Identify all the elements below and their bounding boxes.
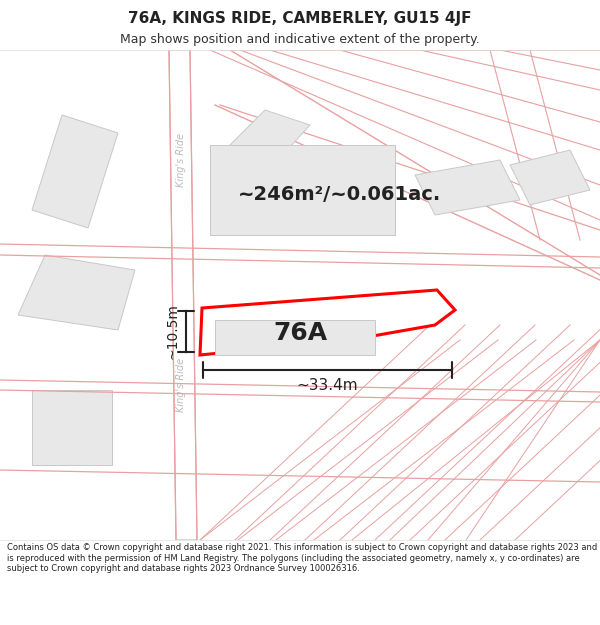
Polygon shape [32, 115, 118, 228]
Text: ~246m²/~0.061ac.: ~246m²/~0.061ac. [238, 186, 442, 204]
Text: Map shows position and indicative extent of the property.: Map shows position and indicative extent… [120, 32, 480, 46]
Text: King's Ride: King's Ride [176, 358, 186, 412]
Polygon shape [32, 390, 112, 465]
Text: Contains OS data © Crown copyright and database right 2021. This information is : Contains OS data © Crown copyright and d… [7, 543, 598, 573]
Text: ~10.5m: ~10.5m [165, 304, 179, 359]
Polygon shape [200, 290, 455, 355]
Text: ~33.4m: ~33.4m [296, 379, 358, 394]
Polygon shape [230, 110, 310, 160]
Text: 76A: 76A [273, 321, 327, 345]
Polygon shape [415, 160, 520, 215]
Polygon shape [215, 320, 375, 355]
Polygon shape [510, 150, 590, 205]
Polygon shape [210, 145, 395, 235]
Polygon shape [169, 50, 197, 540]
Polygon shape [18, 255, 135, 330]
Text: 76A, KINGS RIDE, CAMBERLEY, GU15 4JF: 76A, KINGS RIDE, CAMBERLEY, GU15 4JF [128, 11, 472, 26]
Text: King's Ride: King's Ride [176, 133, 186, 187]
